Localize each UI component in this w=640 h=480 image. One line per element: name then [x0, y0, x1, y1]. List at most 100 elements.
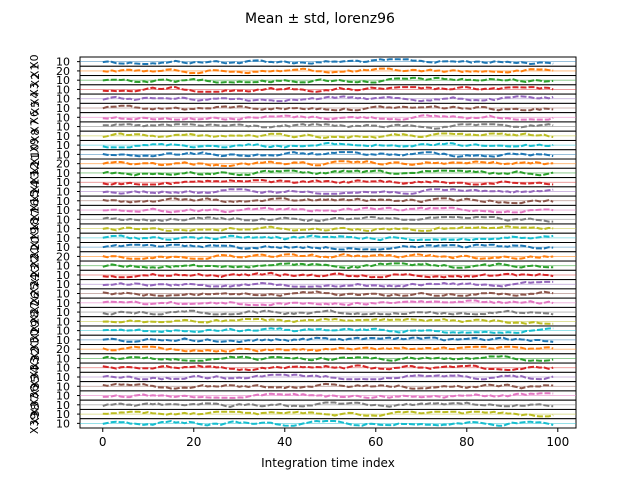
- series-line-x19: [102, 234, 554, 242]
- x-tick-label: 80: [459, 435, 474, 449]
- panel-ytick-label: 20: [56, 158, 70, 171]
- panel-ytick-label: 10: [56, 121, 70, 134]
- panel-ylabel-x30: X30: [28, 329, 41, 351]
- panel-ytick-label: 10: [56, 371, 70, 384]
- panel-x23: 10 X23: [29, 264, 577, 286]
- x-tick-label: 0: [99, 435, 107, 449]
- panel-ylabel-x34: X34: [29, 366, 42, 388]
- panel-ylabel-x0: X0: [28, 54, 41, 69]
- panel-ylabel-x33: X33: [28, 357, 41, 379]
- panel-x6: 10 X6: [28, 110, 577, 125]
- panel-ytick-label: 20: [56, 250, 70, 263]
- panel-ylabel-x29: X29: [29, 320, 42, 342]
- panel-ytick-label: 10: [56, 417, 70, 430]
- panel-ylabel-x39: X39: [28, 413, 41, 435]
- panel-x37: 10 X37: [29, 394, 577, 416]
- panel-ylabel-x19: X19: [29, 227, 42, 249]
- series-line-x6: [102, 113, 554, 121]
- panel-ytick-label: 10: [56, 195, 70, 208]
- panel-ytick-label: 10: [56, 102, 70, 115]
- panel-ytick-label: 10: [56, 111, 70, 124]
- panel-ylabel-x22: X22: [29, 255, 42, 277]
- panel-x19: 10 X19: [29, 227, 577, 249]
- panel-x18: 10 X18: [28, 218, 577, 239]
- series-line-x27: [102, 309, 554, 316]
- panel-ytick-label: 10: [56, 176, 70, 189]
- panel-ylabel-x5: X5: [29, 101, 42, 116]
- series-line-x21: [102, 253, 554, 260]
- panel-x11: 20 X11: [29, 153, 577, 174]
- panel-ytick-label: 10: [56, 204, 70, 217]
- panel-ytick-label: 10: [56, 362, 70, 375]
- panel-ylabel-x15: X15: [28, 190, 41, 212]
- x-tick-label: 60: [368, 435, 383, 449]
- panel-ylabel-x35: X35: [29, 375, 42, 397]
- panel-ylabel-x23: X23: [29, 264, 42, 286]
- panel-ylabel-x7: X7: [29, 119, 42, 134]
- panel-ylabel-x38: X38: [29, 403, 42, 425]
- panel-ylabel-x8: X8: [29, 129, 42, 144]
- panel-x17: 10 X17: [29, 209, 577, 231]
- panel-ytick-label: 10: [56, 223, 70, 236]
- panel-ytick-label: 10: [56, 260, 70, 273]
- panel-ylabel-x21: X21: [28, 246, 41, 268]
- series-line-x8: [102, 132, 554, 139]
- panel-ylabel-x10: X10: [29, 144, 42, 166]
- panel-ylabel-x24: X24: [28, 273, 41, 295]
- panel-ylabel-x6: X6: [28, 110, 41, 125]
- x-tick-label: 100: [546, 435, 569, 449]
- panel-ytick-label: 10: [56, 148, 70, 161]
- panel-x27: 10 X27: [28, 301, 577, 323]
- series-line-x20: [102, 243, 554, 251]
- panel-ytick-label: 10: [56, 334, 70, 347]
- panel-ylabel-x36: X36: [28, 385, 41, 407]
- panels: 10 X0 20 X1 10 X2 10 X3 10 X4 10 X5 10 X6 10 X7 10 X8 10 X9…: [28, 54, 577, 435]
- panel-ytick-label: 20: [56, 65, 70, 78]
- series-line-x7: [102, 123, 554, 130]
- panel-ylabel-x17: X17: [29, 209, 42, 231]
- panel-ylabel-x32: X32: [29, 348, 42, 370]
- panel-ylabel-x9: X9: [28, 138, 41, 153]
- panel-ytick-label: 10: [56, 185, 70, 198]
- panel-ylabel-x3: X3: [28, 82, 41, 97]
- panel-ylabel-x25: X25: [29, 283, 42, 305]
- panel-x35: 10 X35: [29, 375, 577, 397]
- x-tick-label: 40: [277, 435, 292, 449]
- panel-ytick-label: 10: [56, 278, 70, 291]
- x-axis: 0 20 40 60 80 100: [99, 428, 569, 449]
- series-line-x14: [102, 188, 554, 195]
- panel-x31: 20 X31: [29, 338, 577, 360]
- panel-ylabel-x27: X27: [28, 301, 41, 323]
- panel-ytick-label: 10: [56, 130, 70, 143]
- panel-ytick-label: 10: [56, 93, 70, 106]
- series-line-x16: [102, 206, 554, 214]
- series-line-x39: [102, 419, 554, 427]
- panel-x39: 10 X39: [28, 413, 577, 435]
- series-line-x35: [102, 382, 554, 390]
- panel-ytick-label: 10: [56, 213, 70, 226]
- panel-x20: 10 X20: [29, 236, 577, 258]
- panel-ylabel-x2: X2: [29, 73, 42, 88]
- panel-x33: 10 X33: [28, 357, 577, 379]
- panel-x32: 10 X32: [29, 348, 577, 370]
- panel-ytick-label: 10: [56, 269, 70, 282]
- panel-ylabel-x31: X31: [29, 338, 42, 360]
- panel-ytick-label: 10: [56, 139, 70, 152]
- panel-ytick-label: 10: [56, 399, 70, 412]
- panel-ytick-label: 10: [56, 74, 70, 87]
- panel-x26: 10 X26: [29, 292, 577, 314]
- panel-ylabel-x16: X16: [29, 199, 42, 221]
- series-line-x30: [102, 336, 554, 344]
- series-line-x18: [102, 225, 554, 232]
- panel-ylabel-x37: X37: [29, 394, 42, 416]
- panel-ytick-label: 10: [56, 297, 70, 310]
- chart-title: Mean ± std, lorenz96: [245, 11, 395, 27]
- series-line-x36: [102, 392, 554, 399]
- panel-x2: 10 X2: [29, 73, 577, 88]
- panel-ytick-label: 10: [56, 83, 70, 96]
- panel-ytick-label: 20: [56, 343, 70, 356]
- panel-x10: 10 X10: [29, 144, 577, 166]
- series-line-x25: [102, 290, 554, 297]
- panel-x21: 20 X21: [28, 246, 577, 268]
- panel-ytick-label: 10: [56, 380, 70, 393]
